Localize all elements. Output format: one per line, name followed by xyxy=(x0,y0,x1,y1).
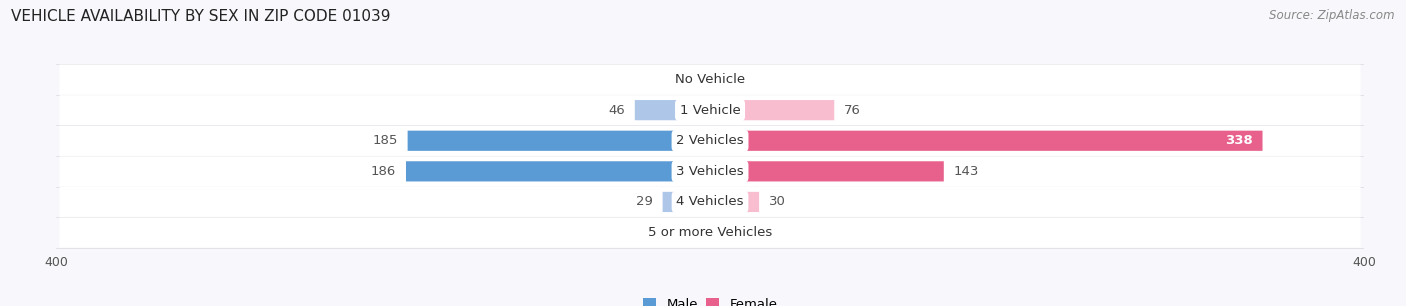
Text: 12: 12 xyxy=(740,226,756,239)
FancyBboxPatch shape xyxy=(59,126,1361,156)
FancyBboxPatch shape xyxy=(59,187,1361,217)
FancyBboxPatch shape xyxy=(710,131,1263,151)
Text: 30: 30 xyxy=(769,196,786,208)
FancyBboxPatch shape xyxy=(406,161,710,181)
Text: 46: 46 xyxy=(609,104,626,117)
FancyBboxPatch shape xyxy=(59,95,1361,125)
Text: 0: 0 xyxy=(692,73,700,86)
Text: 1 Vehicle: 1 Vehicle xyxy=(679,104,741,117)
Text: Source: ZipAtlas.com: Source: ZipAtlas.com xyxy=(1270,9,1395,22)
FancyBboxPatch shape xyxy=(59,156,1361,186)
FancyBboxPatch shape xyxy=(710,100,834,120)
FancyBboxPatch shape xyxy=(703,222,710,243)
FancyBboxPatch shape xyxy=(408,131,710,151)
Text: 29: 29 xyxy=(636,196,652,208)
Text: No Vehicle: No Vehicle xyxy=(675,73,745,86)
Text: 0: 0 xyxy=(720,73,728,86)
Legend: Male, Female: Male, Female xyxy=(637,293,783,306)
Text: 76: 76 xyxy=(844,104,860,117)
Text: 338: 338 xyxy=(1225,134,1253,147)
Text: 2 Vehicles: 2 Vehicles xyxy=(676,134,744,147)
FancyBboxPatch shape xyxy=(710,192,759,212)
FancyBboxPatch shape xyxy=(59,65,1361,95)
Text: 5 or more Vehicles: 5 or more Vehicles xyxy=(648,226,772,239)
Text: 4 Vehicles: 4 Vehicles xyxy=(676,196,744,208)
FancyBboxPatch shape xyxy=(710,222,730,243)
Text: 143: 143 xyxy=(953,165,979,178)
Text: 3 Vehicles: 3 Vehicles xyxy=(676,165,744,178)
FancyBboxPatch shape xyxy=(636,100,710,120)
Text: 4: 4 xyxy=(685,226,693,239)
FancyBboxPatch shape xyxy=(59,218,1361,248)
Text: 186: 186 xyxy=(371,165,396,178)
Text: 185: 185 xyxy=(373,134,398,147)
FancyBboxPatch shape xyxy=(662,192,710,212)
FancyBboxPatch shape xyxy=(710,161,943,181)
Text: VEHICLE AVAILABILITY BY SEX IN ZIP CODE 01039: VEHICLE AVAILABILITY BY SEX IN ZIP CODE … xyxy=(11,9,391,24)
